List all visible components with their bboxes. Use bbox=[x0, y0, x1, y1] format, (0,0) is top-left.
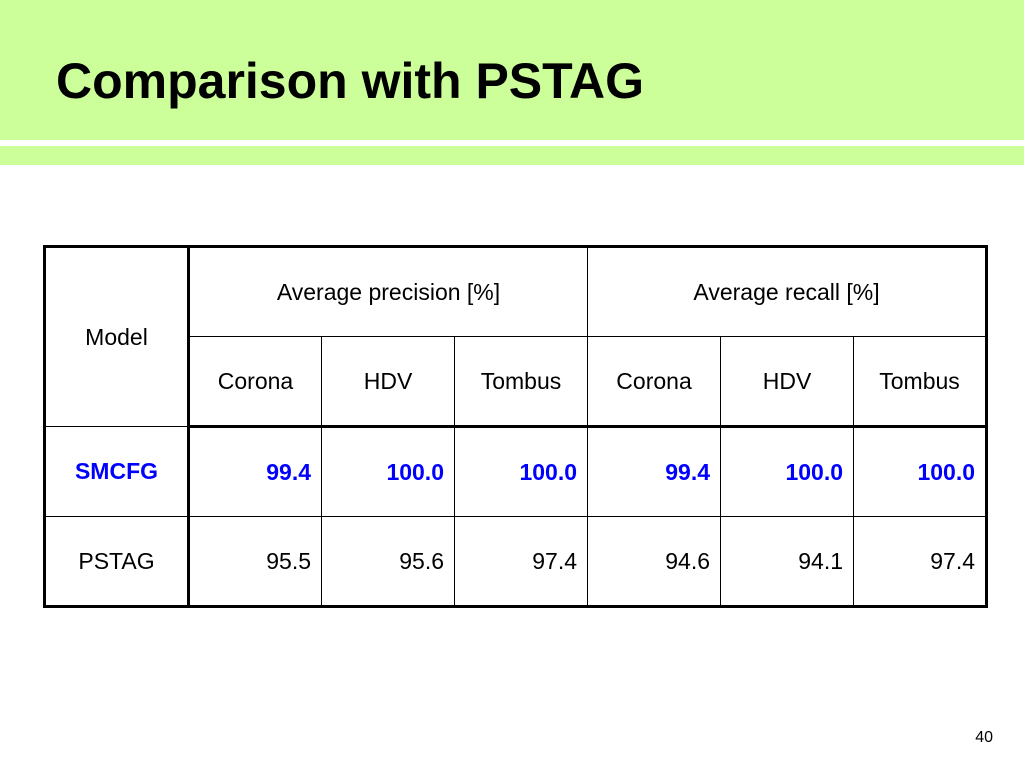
subheader-precision-hdv: HDV bbox=[321, 336, 455, 428]
table-row: SMCFG 99.4 100.0 100.0 99.4 100.0 100.0 bbox=[44, 426, 988, 517]
row-smcfg-model: SMCFG bbox=[44, 426, 190, 517]
page-number: 40 bbox=[975, 729, 993, 746]
row-pstag-precision-corona: 95.5 bbox=[188, 516, 322, 607]
model-header: Model bbox=[44, 246, 190, 427]
subheader-precision-corona: Corona bbox=[188, 336, 322, 428]
row-smcfg-precision-corona: 99.4 bbox=[188, 426, 322, 517]
row-pstag-precision-hdv: 95.6 bbox=[321, 516, 455, 607]
table-row: PSTAG 95.5 95.6 97.4 94.6 94.1 97.4 bbox=[44, 516, 988, 607]
row-pstag-recall-corona: 94.6 bbox=[587, 516, 722, 607]
title-underline-band bbox=[0, 146, 1024, 165]
subheader-precision-tombus: Tombus bbox=[453, 336, 589, 428]
row-pstag-model: PSTAG bbox=[44, 516, 190, 607]
row-smcfg-recall-corona: 99.4 bbox=[587, 426, 722, 517]
recall-group-header: Average recall [%] bbox=[587, 246, 988, 337]
comparison-table: Model Average precision [%] Average reca… bbox=[43, 245, 989, 608]
row-pstag-recall-tombus: 97.4 bbox=[853, 516, 988, 607]
title-band bbox=[0, 0, 1024, 140]
table-subheader-row: Corona HDV Tombus Corona HDV Tombus bbox=[45, 336, 988, 428]
row-smcfg-precision-tombus: 100.0 bbox=[453, 426, 589, 517]
row-pstag-recall-hdv: 94.1 bbox=[720, 516, 855, 607]
comparison-table-container: Model Average precision [%] Average reca… bbox=[43, 245, 989, 608]
row-pstag-precision-tombus: 97.4 bbox=[453, 516, 589, 607]
row-smcfg-recall-hdv: 100.0 bbox=[720, 426, 855, 517]
subheader-recall-corona: Corona bbox=[587, 336, 722, 428]
precision-group-header: Average precision [%] bbox=[187, 246, 589, 337]
slide-title: Comparison with PSTAG bbox=[56, 53, 644, 109]
row-smcfg-recall-tombus: 100.0 bbox=[853, 426, 988, 517]
subheader-recall-tombus: Tombus bbox=[853, 336, 988, 428]
row-smcfg-precision-hdv: 100.0 bbox=[321, 426, 455, 517]
subheader-recall-hdv: HDV bbox=[720, 336, 855, 428]
table-header-row: Model Average precision [%] Average reca… bbox=[44, 246, 988, 427]
